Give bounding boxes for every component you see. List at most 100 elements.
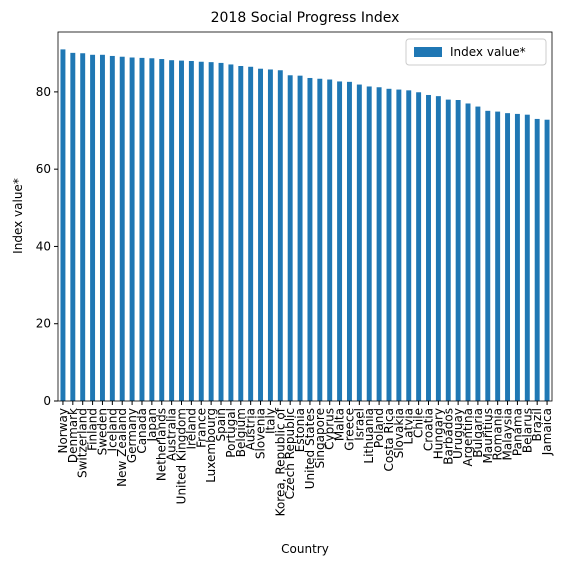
bar — [248, 66, 254, 401]
legend-swatch — [414, 47, 442, 57]
bar — [277, 70, 283, 402]
x-tick-label: Luxembourg — [204, 408, 218, 483]
x-tick-label: Barbados — [441, 408, 455, 465]
chart-title: 2018 Social Progress Index — [211, 10, 400, 26]
x-tick-label: Malaysia — [501, 408, 515, 460]
bar — [109, 55, 115, 401]
x-tick-label: Switzerland — [76, 408, 90, 478]
bar — [139, 57, 145, 401]
x-tick-label: Costa Rica — [382, 408, 396, 471]
x-tick-label: Portugal — [224, 408, 238, 458]
x-tick-label: United States — [303, 408, 317, 489]
legend-label: Index value* — [450, 45, 526, 59]
bar — [455, 100, 461, 402]
bar — [60, 49, 66, 401]
bar — [485, 110, 491, 402]
bar — [465, 103, 471, 401]
bar — [307, 77, 313, 401]
y-tick-label: 20 — [36, 317, 51, 331]
x-tick-label: Italy — [263, 408, 277, 434]
bar — [396, 89, 402, 402]
y-tick-label: 60 — [36, 162, 51, 176]
bar — [258, 68, 264, 401]
x-tick-label: Slovakia — [392, 408, 406, 458]
x-axis-label: Country — [281, 542, 329, 556]
bar — [188, 60, 194, 401]
bar — [149, 58, 155, 401]
x-tick-label: Netherlands — [155, 408, 169, 481]
x-tick-label: Hungary — [431, 408, 445, 459]
plot-frame — [57, 31, 553, 402]
x-tick-label: Greece — [342, 408, 356, 451]
y-tick-label: 0 — [43, 394, 51, 408]
bar — [524, 114, 530, 401]
y-axis-label: Index value* — [11, 178, 25, 254]
x-tick-label: Estonia — [293, 408, 307, 452]
x-tick-label: Australia — [165, 408, 179, 461]
bar — [514, 113, 520, 402]
x-tick-label: Canada — [135, 408, 149, 454]
y-tick-label: 80 — [36, 85, 51, 99]
y-tick-label: 40 — [36, 239, 51, 253]
bar — [495, 111, 501, 401]
x-tick-label: Brazil — [530, 408, 544, 442]
x-tick-label: Austria — [244, 408, 258, 450]
bar — [426, 94, 431, 402]
bar — [238, 66, 244, 402]
bar — [416, 92, 422, 402]
bar — [534, 118, 540, 402]
x-tick-label: Cyprus — [323, 408, 337, 450]
bar — [287, 75, 293, 401]
x-tick-label: Uruguay — [451, 408, 465, 459]
bar — [445, 99, 451, 401]
x-tick-label: Iceland — [105, 408, 119, 451]
x-tick-label: Finland — [86, 408, 100, 451]
bar — [366, 86, 372, 402]
x-tick-label: Malta — [333, 408, 347, 441]
bar — [356, 84, 362, 401]
x-tick-label: Denmark — [66, 408, 80, 463]
bar — [169, 60, 175, 401]
bar — [228, 64, 234, 401]
bar — [346, 81, 352, 401]
bar — [129, 57, 135, 401]
bar — [198, 61, 204, 401]
x-tick-label: Korea, Republic of — [273, 407, 287, 516]
x-tick-label: Bulgaria — [471, 408, 485, 458]
bar — [376, 87, 382, 401]
x-tick-label: Belgium — [234, 408, 248, 457]
bar — [218, 62, 224, 401]
bar — [90, 54, 96, 401]
x-tick-label: New Zealand — [115, 408, 129, 487]
bar — [406, 90, 412, 401]
bar — [208, 62, 214, 402]
x-tick-label: Romania — [491, 408, 505, 460]
bar — [475, 106, 481, 401]
x-tick-label: Poland — [372, 408, 386, 448]
x-tick-label: Spain — [214, 408, 228, 442]
bar — [297, 75, 303, 402]
x-tick-label: France — [194, 408, 208, 448]
bar — [159, 59, 165, 401]
x-tick-label: Germany — [125, 408, 139, 463]
x-tick-label: Slovenia — [254, 408, 268, 459]
x-tick-label: Lithuania — [362, 408, 376, 464]
x-tick-label: Mauritius — [481, 408, 495, 463]
x-tick-label: Ireland — [184, 408, 198, 450]
x-tick-label: United Kingdom — [175, 408, 189, 504]
bar — [505, 113, 511, 401]
x-tick-label: Norway — [56, 408, 70, 454]
x-tick-label: Argentina — [461, 408, 475, 467]
bar — [327, 79, 333, 401]
x-tick-label: Sweden — [95, 408, 109, 455]
bar — [99, 54, 105, 401]
bar — [435, 96, 441, 401]
bar — [337, 81, 343, 402]
x-tick-label: Chile — [412, 408, 426, 438]
bar — [317, 78, 323, 402]
x-tick-label: Jamaica — [540, 408, 554, 456]
x-tick-label: Panama — [510, 408, 524, 456]
bar — [267, 69, 273, 401]
x-tick-label: Belarus — [520, 408, 534, 453]
